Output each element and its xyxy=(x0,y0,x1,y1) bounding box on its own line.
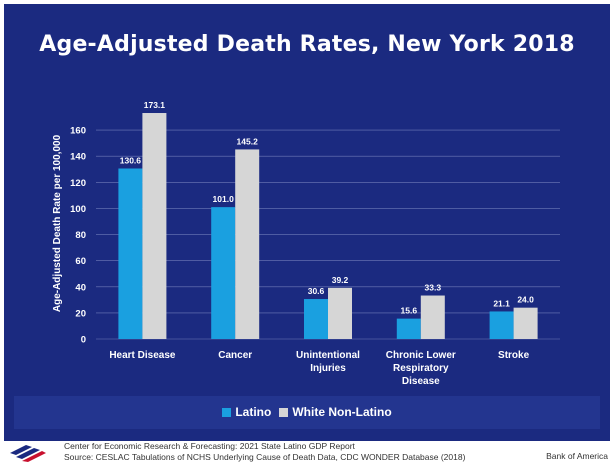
bar-latino xyxy=(489,311,514,339)
slide: Age-Adjusted Death Rates, New York 2018 … xyxy=(4,4,610,441)
bar-white-non-latino xyxy=(328,287,352,339)
bar-white-non-latino xyxy=(142,113,167,339)
y-tick-label: 60 xyxy=(75,256,86,267)
x-tick-label: Stroke xyxy=(498,350,530,361)
data-label: 33.3 xyxy=(425,283,442,293)
x-tick-label: Disease xyxy=(402,376,440,387)
data-label: 30.6 xyxy=(308,286,325,296)
x-tick-label: Chronic Lower xyxy=(386,350,456,361)
legend-label-white-non-latino: White Non-Latino xyxy=(292,405,392,419)
bank-of-america-flag-icon xyxy=(10,445,46,462)
source-line-1: Center for Economic Research & Forecasti… xyxy=(64,441,355,451)
footer: Center for Economic Research & Forecasti… xyxy=(0,441,614,466)
legend-swatch-latino xyxy=(222,407,232,417)
bar-latino xyxy=(211,207,236,339)
y-axis-label: Age-Adjusted Death Rate per 100,000 xyxy=(52,134,63,312)
x-tick-label: Heart Disease xyxy=(109,350,176,361)
data-label: 145.2 xyxy=(237,136,259,146)
y-tick-label: 120 xyxy=(70,178,86,189)
data-label: 101.0 xyxy=(213,194,235,204)
legend-band: Latino White Non-Latino xyxy=(14,396,600,429)
y-tick-label: 40 xyxy=(75,282,86,293)
y-tick-label: 0 xyxy=(81,335,86,346)
bar-chart: 0 20 40 60 80 100 120 140 160 Age-Adjusted Death … xyxy=(52,100,560,387)
bar-white-non-latino xyxy=(420,295,445,339)
source-note: Center for Economic Research & Forecasti… xyxy=(64,441,465,463)
bar-latino xyxy=(118,168,143,339)
y-tick-label: 140 xyxy=(70,152,86,163)
legend-item-latino: Latino xyxy=(222,405,271,419)
x-tick-label: Unintentional xyxy=(296,350,360,361)
legend: Latino White Non-Latino xyxy=(14,405,600,419)
bar-white-non-latino xyxy=(235,149,260,339)
y-tick-label: 20 xyxy=(75,308,86,319)
chart-title: Age-Adjusted Death Rates, New York 2018 xyxy=(39,32,575,57)
y-tick-label: 100 xyxy=(70,204,86,215)
legend-label-latino: Latino xyxy=(235,405,272,419)
x-tick-label: Injuries xyxy=(310,363,346,374)
y-tick-label: 160 xyxy=(70,126,86,137)
bar-white-non-latino xyxy=(513,307,538,339)
data-label: 130.6 xyxy=(120,155,142,165)
brand-name: Bank of America xyxy=(546,451,608,461)
source-line-2: Source: CESLAC Tabulations of NCHS Under… xyxy=(64,452,466,462)
bar-latino xyxy=(304,299,328,339)
y-tick-label: 80 xyxy=(75,230,86,241)
data-label: 39.2 xyxy=(332,275,349,285)
x-tick-label: Cancer xyxy=(218,350,252,361)
data-label: 24.0 xyxy=(517,295,534,305)
data-label: 15.6 xyxy=(401,306,418,316)
data-label: 21.1 xyxy=(493,298,510,308)
legend-item-white-non-latino: White Non-Latino xyxy=(279,405,392,419)
x-tick-label: Respiratory xyxy=(393,363,449,374)
bar-latino xyxy=(396,318,421,339)
legend-swatch-white-non-latino xyxy=(279,407,289,417)
data-label: 173.1 xyxy=(144,100,166,110)
